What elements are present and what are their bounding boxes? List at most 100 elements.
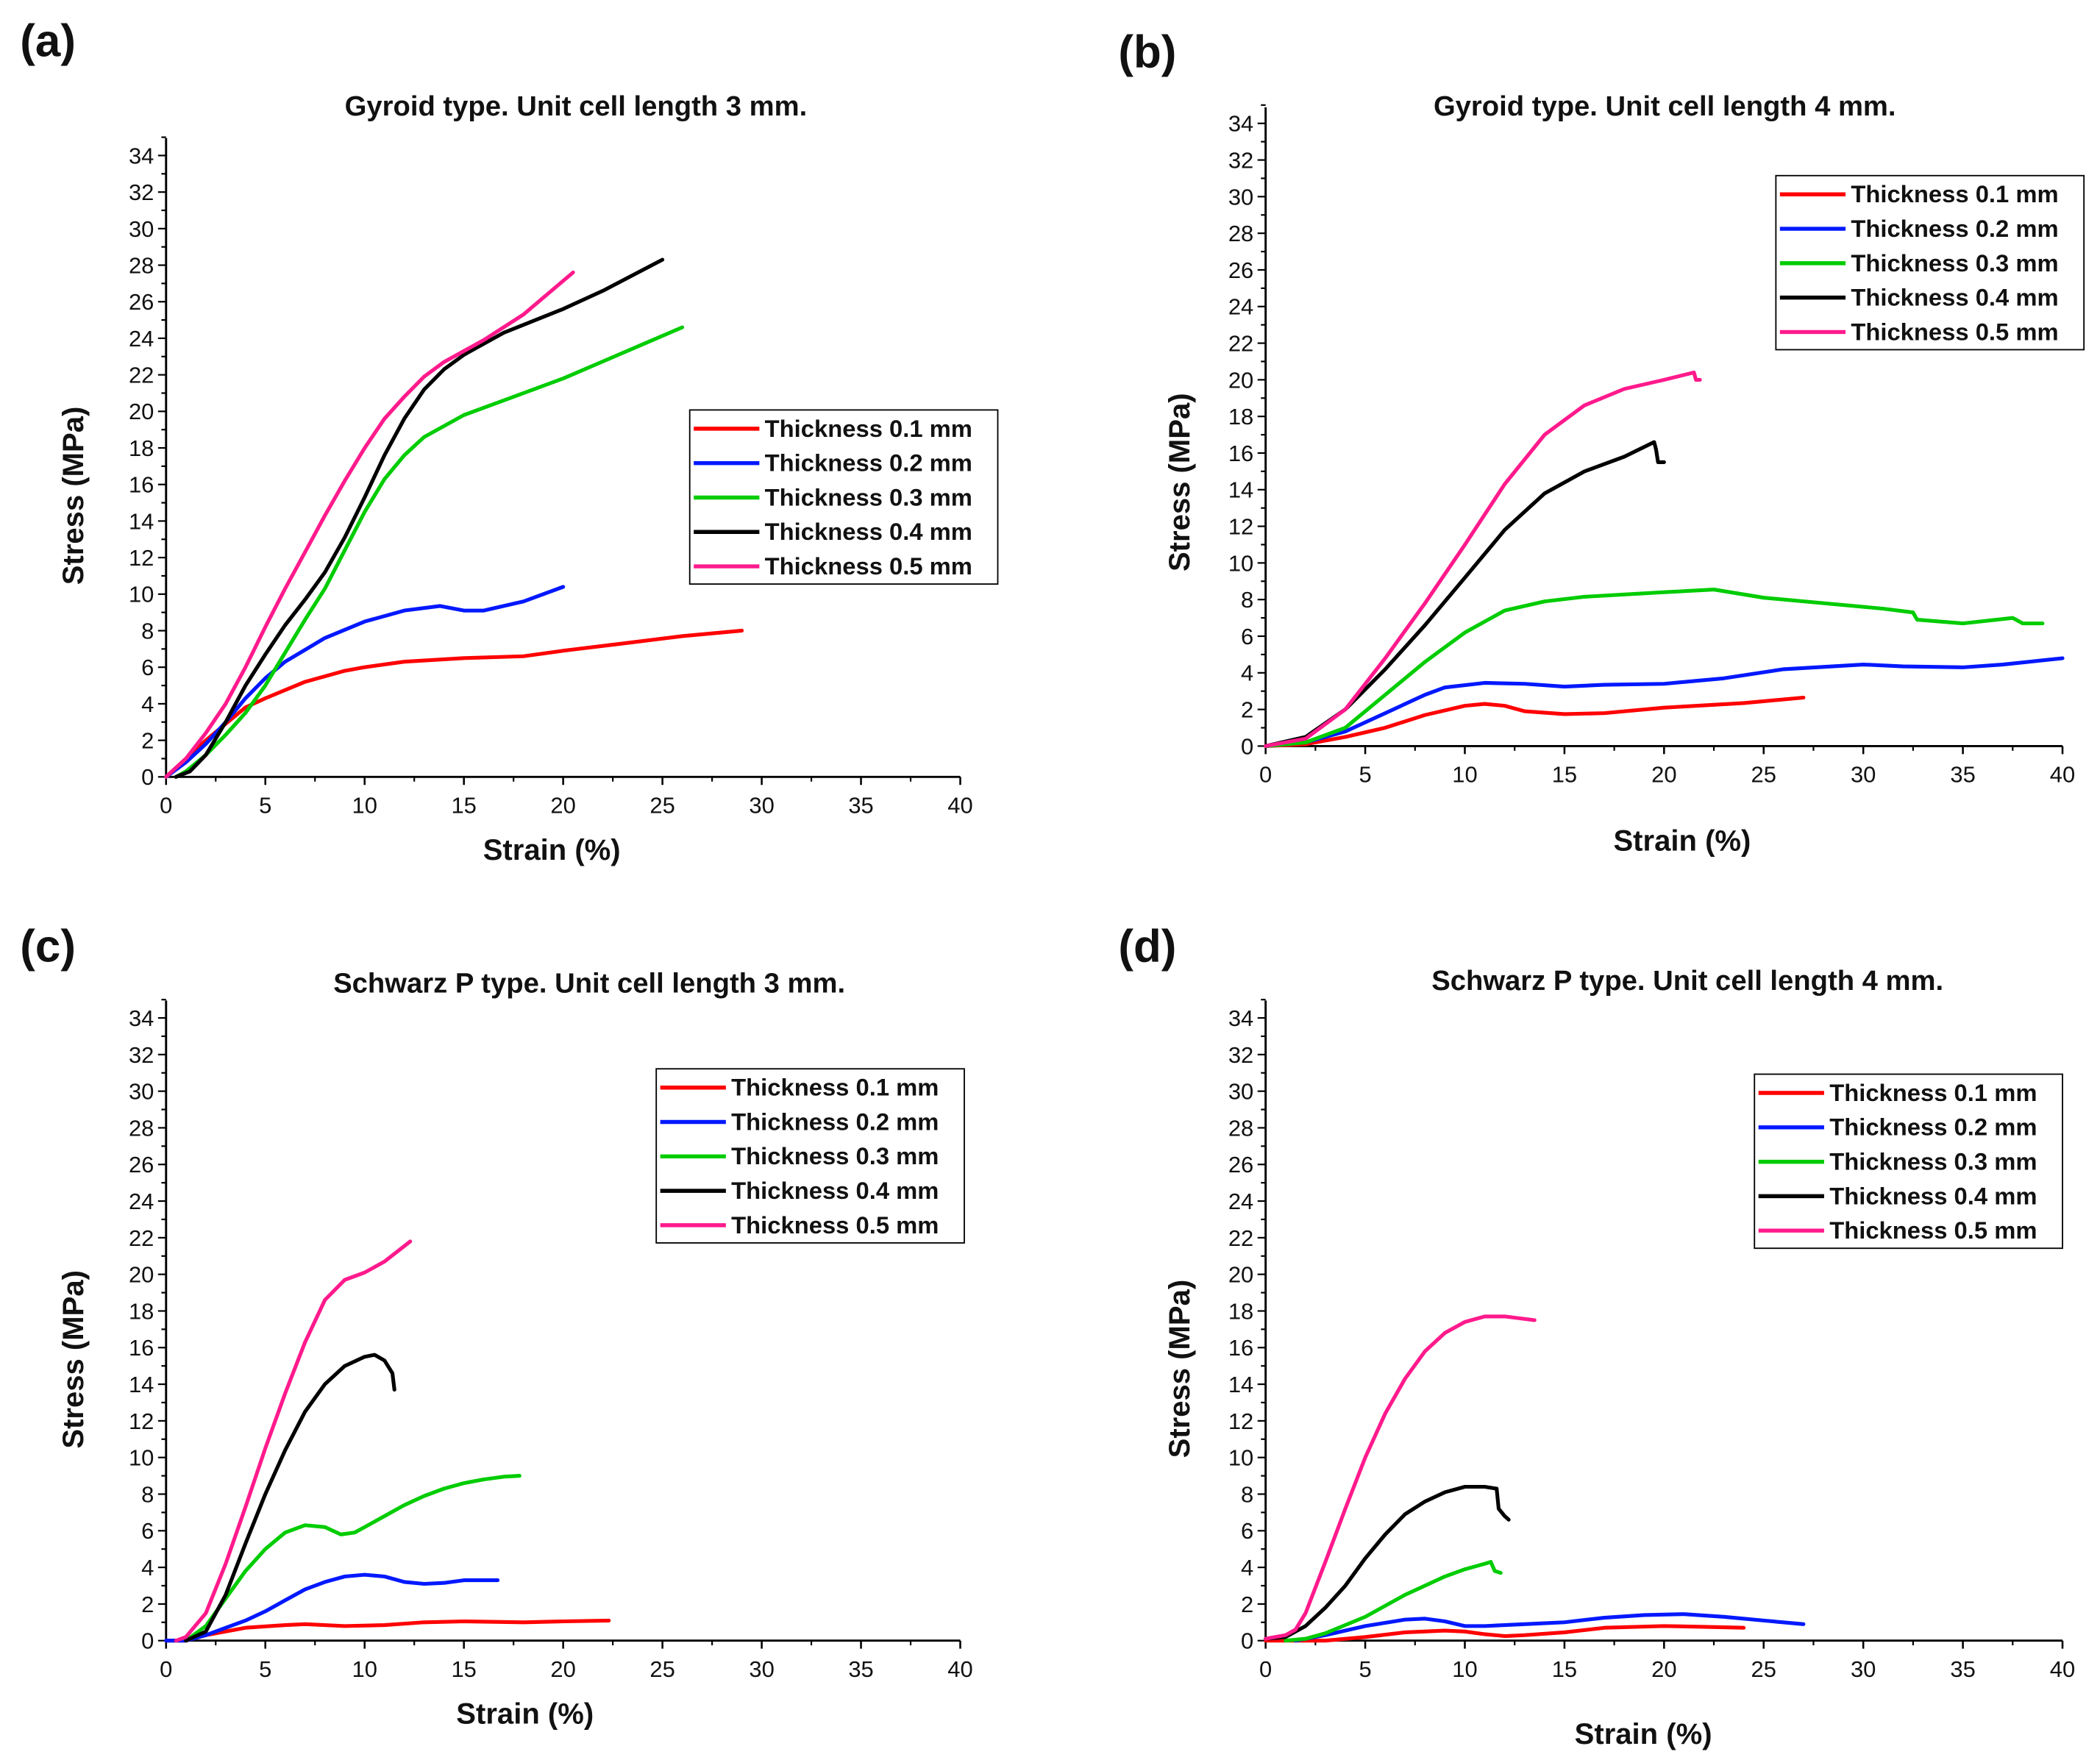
y-tick-label: 28 [129, 1115, 154, 1141]
series-line-04 [1264, 1484, 1511, 1641]
x-tick-label: 35 [1950, 762, 1975, 788]
y-tick-label: 24 [1228, 1189, 1253, 1214]
y-tick-label: 32 [129, 1042, 154, 1068]
y-tick-label: 26 [1228, 1152, 1253, 1178]
y-tick-label: 26 [129, 289, 154, 315]
y-tick-label: 24 [1228, 294, 1253, 320]
y-tick-label: 6 [1241, 624, 1253, 649]
x-tick-label: 40 [2050, 762, 2075, 788]
x-tick-label: 20 [1651, 1656, 1676, 1682]
legend-label: Thickness 0.3 mm [731, 1142, 939, 1169]
y-tick-label: 4 [141, 1555, 154, 1581]
legend-label: Thickness 0.2 mm [731, 1108, 939, 1135]
x-tick-label: 25 [1751, 762, 1776, 788]
x-tick-label: 5 [259, 1656, 271, 1682]
y-tick-label: 32 [129, 179, 154, 205]
y-tick-label: 2 [1241, 697, 1253, 723]
y-axis-title: Stress (MPa) [57, 1270, 90, 1449]
chart-title: Gyroid type. Unit cell length 3 mm. [345, 90, 808, 122]
x-tick-label: 35 [1950, 1656, 1975, 1682]
legend-label: Thickness 0.4 mm [1851, 284, 2058, 311]
series-line-04 [174, 257, 665, 779]
y-tick-label: 32 [1228, 1042, 1253, 1068]
x-tick-label: 5 [259, 792, 271, 818]
x-tick-label: 5 [1359, 762, 1371, 788]
series-line-03 [1284, 1560, 1503, 1643]
y-tick-label: 20 [129, 399, 154, 424]
x-tick-label: 0 [1259, 762, 1272, 788]
y-tick-label: 30 [1228, 184, 1253, 210]
y-tick-label: 12 [1228, 514, 1253, 540]
panel-c: (c) Schwarz P type. Unit cell length 3 mm… [20, 922, 972, 1731]
panel-label: (c) [20, 922, 76, 972]
y-tick-label: 34 [1228, 1005, 1253, 1031]
legend: Thickness 0.1 mm Thickness 0.2 mm Thicknes… [1754, 1073, 2063, 1250]
y-tick-label: 30 [1228, 1079, 1253, 1105]
y-tick-label: 18 [1228, 1298, 1253, 1324]
x-tick-label: 5 [1359, 1656, 1371, 1682]
y-tick-label: 20 [1228, 1262, 1253, 1288]
y-tick-label: 8 [1241, 587, 1253, 613]
y-axis-title: Stress (MPa) [57, 407, 90, 585]
y-tick-label: 10 [129, 1445, 154, 1471]
x-tick-label: 15 [1552, 762, 1577, 788]
y-tick-label: 10 [129, 582, 154, 608]
chart-title: Gyroid type. Unit cell length 4 mm. [1434, 90, 1896, 122]
x-tick-label: 20 [550, 792, 575, 818]
y-tick-label: 30 [129, 1079, 154, 1105]
y-tick-label: 12 [129, 545, 154, 571]
x-tick-label: 15 [451, 1656, 476, 1682]
legend-label: Thickness 0.3 mm [765, 483, 972, 510]
y-tick-label: 8 [141, 618, 154, 644]
y-tick-label: 12 [1228, 1408, 1253, 1434]
legend: Thickness 0.1 mm Thickness 0.2 mm Thicknes… [1775, 174, 2085, 351]
legend-label: Thickness 0.2 mm [765, 449, 972, 477]
panel-label: (d) [1118, 922, 1176, 972]
y-tick-label: 24 [129, 1189, 154, 1214]
legend-label: Thickness 0.2 mm [1829, 1114, 2037, 1141]
legend-label: Thickness 0.1 mm [765, 415, 972, 442]
y-tick-label: 34 [1228, 111, 1253, 137]
legend-label: Thickness 0.1 mm [731, 1074, 939, 1101]
legend-label: Thickness 0.5 mm [1851, 318, 2058, 345]
x-axis-title: Strain (%) [456, 1698, 594, 1731]
series-line-03 [174, 325, 685, 779]
y-tick-label: 16 [1228, 1335, 1253, 1361]
series-line-01 [1264, 695, 1806, 748]
y-tick-label: 26 [129, 1152, 154, 1178]
legend-label: Thickness 0.3 mm [1829, 1148, 2037, 1175]
y-tick-label: 10 [1228, 1445, 1253, 1471]
y-tick-label: 22 [129, 363, 154, 388]
panel-label: (b) [1118, 26, 1176, 77]
legend-label: Thickness 0.1 mm [1851, 180, 2058, 207]
y-tick-label: 24 [129, 326, 154, 352]
legend-label: Thickness 0.1 mm [1829, 1079, 2037, 1106]
y-axis-title: Stress (MPa) [1164, 393, 1196, 571]
panel-d: (d) Schwarz P type. Unit cell length 4 mm… [1118, 922, 2075, 1750]
x-axis-title: Strain (%) [483, 834, 621, 866]
y-tick-label: 8 [1241, 1481, 1253, 1507]
y-tick-label: 20 [1228, 367, 1253, 393]
y-tick-label: 0 [141, 1628, 154, 1654]
y-tick-label: 16 [1228, 441, 1253, 466]
y-tick-label: 18 [129, 435, 154, 461]
y-tick-label: 14 [129, 508, 154, 534]
y-tick-label: 30 [129, 216, 154, 242]
series-line-01 [1264, 1624, 1746, 1643]
y-tick-label: 28 [129, 252, 154, 278]
x-tick-label: 10 [352, 1656, 377, 1682]
y-tick-label: 14 [129, 1372, 154, 1397]
x-tick-label: 30 [749, 792, 774, 818]
y-tick-label: 8 [141, 1481, 154, 1507]
series-line-05 [1264, 370, 1702, 748]
y-tick-label: 6 [141, 1518, 154, 1544]
legend: Thickness 0.1 mm Thickness 0.2 mm Thicknes… [688, 409, 999, 585]
y-tick-label: 2 [141, 728, 154, 754]
y-tick-label: 12 [129, 1408, 154, 1434]
y-tick-label: 16 [129, 1335, 154, 1361]
y-tick-label: 28 [1228, 221, 1253, 246]
chart-title: Schwarz P type. Unit cell length 3 mm. [333, 967, 845, 999]
y-tick-label: 2 [1241, 1592, 1253, 1617]
series-line-04 [184, 1353, 396, 1643]
x-tick-label: 0 [160, 1656, 172, 1682]
